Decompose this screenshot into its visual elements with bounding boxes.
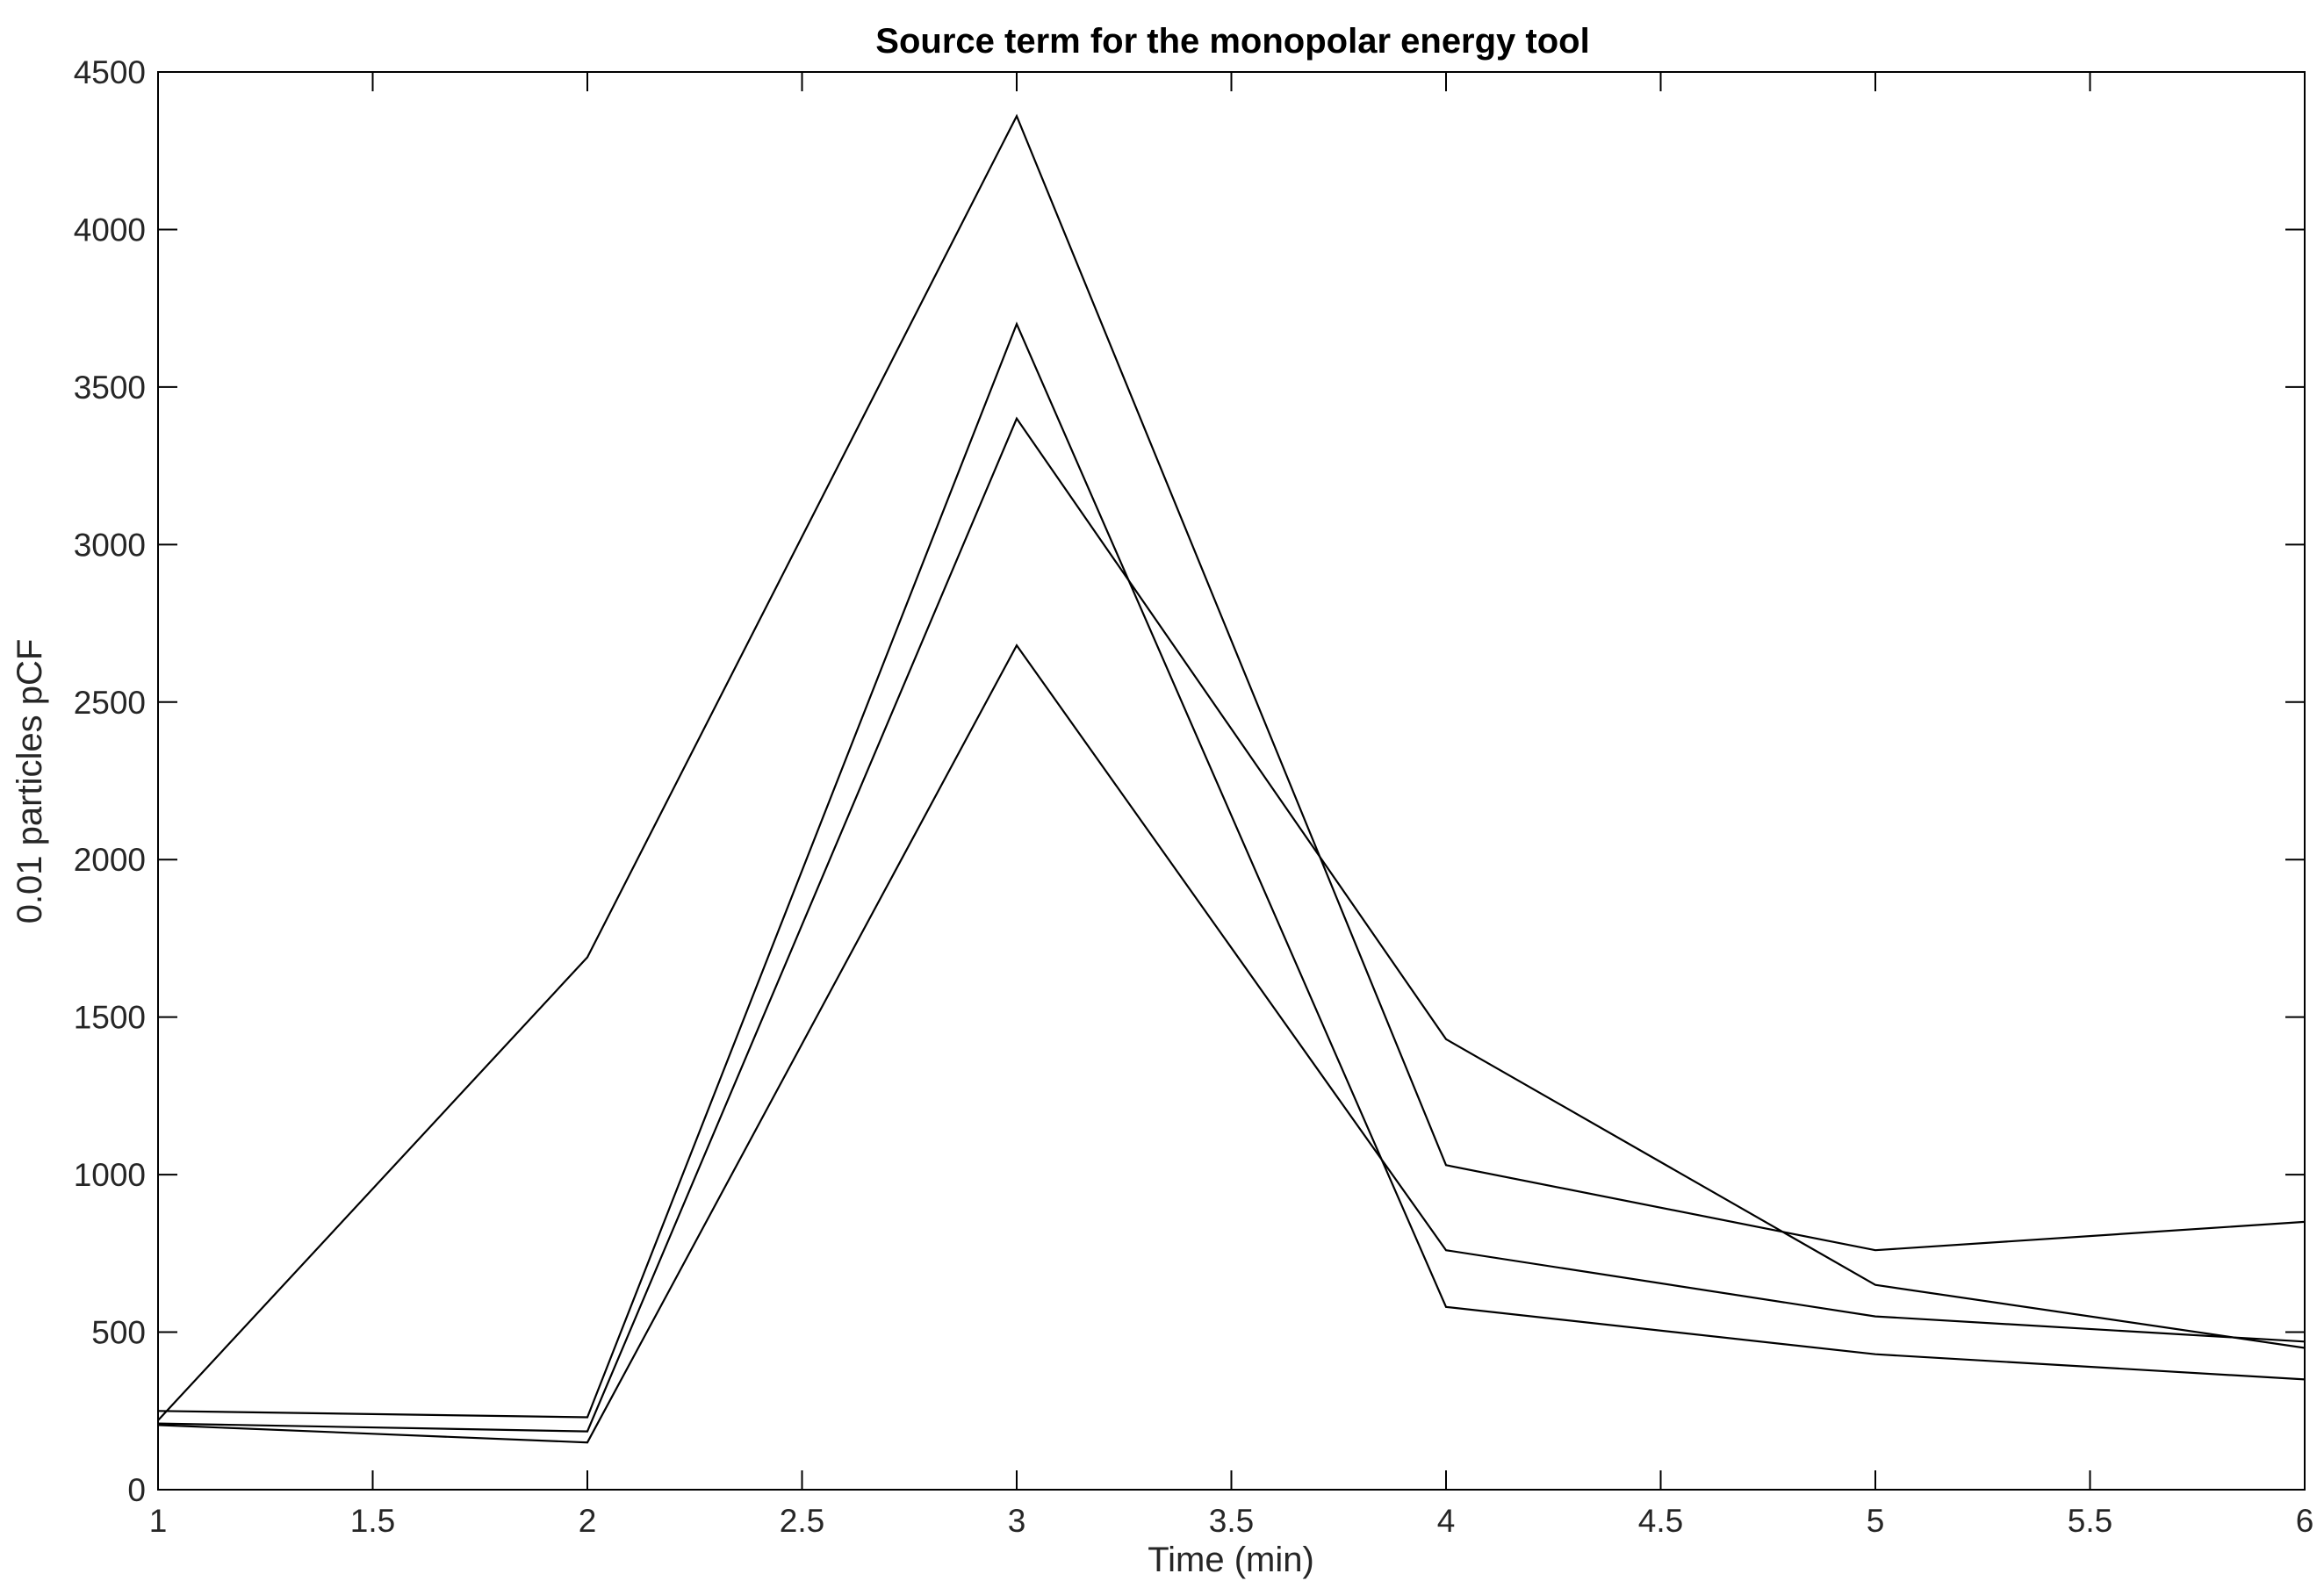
y-tick-label: 2000 — [74, 842, 146, 878]
y-tick-label: 1500 — [74, 1000, 146, 1036]
series-line-3 — [157, 416, 2306, 1433]
series-line-4 — [157, 643, 2306, 1444]
x-tick-label: 3 — [1008, 1503, 1026, 1539]
x-axis-ticks: 1 1.5 2 2.5 3 3.5 4 4.5 5 5.5 6 — [149, 72, 2314, 1539]
x-axis-label: Time (min) — [1148, 1541, 1314, 1579]
x-tick-label: 2 — [579, 1503, 597, 1539]
y-tick-label: 500 — [91, 1315, 146, 1351]
y-tick-label: 4500 — [74, 54, 146, 90]
y-tick-label: 1000 — [74, 1157, 146, 1193]
y-tick-label: 3000 — [74, 527, 146, 563]
x-tick-label: 1.5 — [350, 1503, 395, 1539]
plot-lines — [157, 113, 2306, 1444]
x-tick-label: 4.5 — [1638, 1503, 1683, 1539]
x-tick-label: 5 — [1867, 1503, 1885, 1539]
y-tick-label: 0 — [127, 1472, 146, 1508]
x-tick-label: 4 — [1437, 1503, 1456, 1539]
chart-title: Source term for the monopolar energy too… — [875, 22, 1589, 61]
y-tick-label: 4000 — [74, 212, 146, 248]
x-tick-label: 5.5 — [2068, 1503, 2112, 1539]
x-tick-label: 6 — [2296, 1503, 2314, 1539]
y-tick-label: 2500 — [74, 685, 146, 721]
x-tick-label: 1 — [149, 1503, 168, 1539]
y-tick-label: 3500 — [74, 370, 146, 406]
series-line-2 — [157, 321, 2306, 1419]
y-axis-ticks: 0 500 1000 1500 2000 2500 3000 3500 4000 4500 — [74, 54, 2305, 1508]
y-axis-label: 0.01 particles pCF — [11, 639, 49, 924]
x-tick-label: 2.5 — [780, 1503, 824, 1539]
x-tick-label: 3.5 — [1209, 1503, 1254, 1539]
series-line-1 — [157, 113, 2306, 1421]
